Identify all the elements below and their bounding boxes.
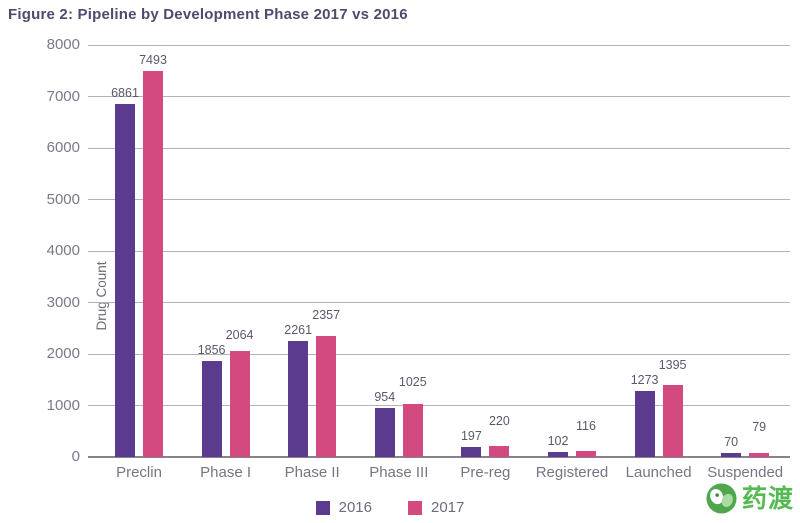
value-label-2016-phase-i: 1856 [197,343,226,358]
x-tick-label-phase-iii: Phase III [369,464,429,481]
y-tick-label-3000: 3000 [46,293,80,311]
gridline-5000 [88,199,790,200]
legend-swatch-2017 [408,500,422,515]
bar-2017-pre-reg [489,445,510,457]
chart-title: Figure 2: Pipeline by Development Phase … [8,6,408,23]
gridline-3000 [88,302,790,303]
bar-2017-phase-ii [316,335,337,457]
x-tick-label-preclin: Preclin [116,464,162,481]
legend-label-2016: 2016 [338,499,372,516]
bar-2016-suspended [721,453,742,457]
y-tick-label-8000: 8000 [46,36,80,53]
bar-2016-registered [548,451,568,457]
value-label-2017-phase-iii: 1025 [398,374,427,389]
y-tick-label-4000: 4000 [46,242,80,259]
gridline-1000 [88,405,790,406]
value-label-2016-registered: 102 [547,433,569,448]
legend-item-2017: 2017 [408,499,464,516]
bar-2016-pre-reg [461,446,482,457]
value-label-2016-phase-iii: 954 [374,389,396,404]
legend: 2016 2017 [0,499,780,516]
y-axis-title: Drug Count [94,261,109,331]
watermark: 药渡 [705,482,794,515]
plot-area: Drug Count 6861 7493 1856 2064 2261 2357 954 10… [88,44,790,458]
bar-2017-suspended [749,452,770,457]
gridline-2000 [88,353,790,355]
value-label-2016-pre-reg: 197 [460,428,482,443]
bar-2017-phase-i [229,350,250,457]
value-label-2017-preclin: 7493 [139,53,167,68]
value-label-2017-phase-i: 2064 [225,328,254,343]
bar-2017-launched [662,385,683,457]
value-label-2016-preclin: 6861 [111,85,139,100]
bar-2016-phase-ii [288,340,309,457]
value-label-2016-phase-ii: 2261 [284,322,313,337]
legend-label-2017: 2017 [431,499,465,516]
y-tick-label-5000: 5000 [46,190,80,208]
x-tick-label-phase-i: Phase I [200,464,252,481]
value-label-2017-suspended: 79 [752,420,767,435]
yaodu-logo-icon [706,483,737,514]
y-tick-label-1000: 1000 [46,396,80,414]
bar-2017-phase-iii [402,404,423,457]
y-tick-label-2000: 2000 [46,345,80,362]
gridline-8000 [88,44,790,46]
gridline-7000 [88,96,790,97]
bar-2016-launched [634,391,655,457]
value-label-2016-suspended: 70 [724,435,739,450]
bar-2016-phase-iii [374,407,395,457]
bar-2017-preclin [143,71,163,457]
watermark-text: 药渡 [741,484,794,513]
bar-2016-preclin [115,103,135,457]
x-tick-label-phase-ii: Phase II [284,464,340,481]
y-tick-label-7000: 7000 [46,87,80,105]
value-label-2017-phase-ii: 2357 [312,307,341,322]
value-label-2017-pre-reg: 220 [488,413,510,428]
value-label-2016-launched: 1273 [630,373,659,388]
x-tick-label-registered: Registered [535,464,609,481]
y-tick-label-6000: 6000 [46,139,80,156]
y-tick-label-0: 0 [71,448,80,465]
x-axis-line [88,456,790,458]
legend-swatch-2016 [315,500,330,515]
gridline-6000 [88,147,790,149]
legend-item-2016: 2016 [315,499,372,516]
x-tick-label-suspended: Suspended [707,464,784,481]
bar-2016-phase-i [201,361,222,457]
value-label-2017-registered: 116 [576,418,596,433]
gridline-4000 [88,250,790,252]
x-tick-label-pre-reg: Pre-reg [460,464,511,481]
bar-2017-registered [576,451,596,457]
value-label-2017-launched: 1395 [658,358,687,373]
x-tick-label-launched: Launched [625,464,692,481]
